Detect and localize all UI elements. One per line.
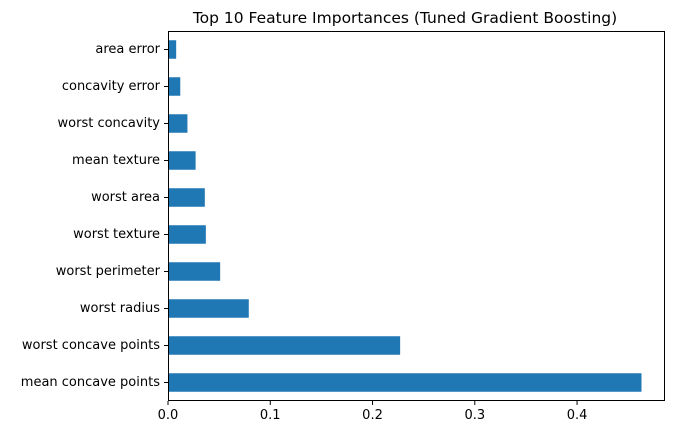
bar: [168, 336, 401, 355]
x-axis-ticks: 0.0 0.1 0.2 0.3 0.4: [158, 401, 588, 423]
bar: [168, 225, 206, 244]
bar: [168, 114, 188, 133]
bar: [168, 151, 196, 170]
x-tick-label: 0.3: [464, 408, 485, 423]
plot-frame: [168, 31, 665, 401]
y-tick-label: worst texture: [73, 227, 160, 242]
bar: [168, 77, 181, 96]
y-tick-label: mean texture: [72, 153, 160, 168]
chart-title: Top 10 Feature Importances (Tuned Gradie…: [192, 9, 617, 27]
y-axis-ticks: mean concave points worst concave points w…: [21, 42, 168, 390]
bars-layer: [168, 40, 642, 392]
x-tick-label: 0.2: [362, 408, 383, 423]
bar: [168, 262, 221, 281]
bar: [168, 299, 249, 318]
x-tick-label: 0.4: [567, 408, 588, 423]
y-tick-label: concavity error: [62, 79, 161, 94]
y-tick-label: mean concave points: [21, 375, 160, 390]
bar: [168, 188, 205, 207]
bar: [168, 373, 642, 392]
y-tick-label: worst area: [91, 190, 160, 205]
y-tick-label: worst concave points: [22, 338, 160, 353]
y-tick-label: worst perimeter: [56, 264, 161, 279]
y-tick-label: area error: [95, 42, 160, 57]
x-tick-label: 0.1: [260, 408, 281, 423]
y-tick-label: worst radius: [80, 301, 160, 316]
x-tick-label: 0.0: [158, 408, 179, 423]
y-tick-label: worst concavity: [58, 116, 161, 131]
bar: [168, 40, 177, 59]
